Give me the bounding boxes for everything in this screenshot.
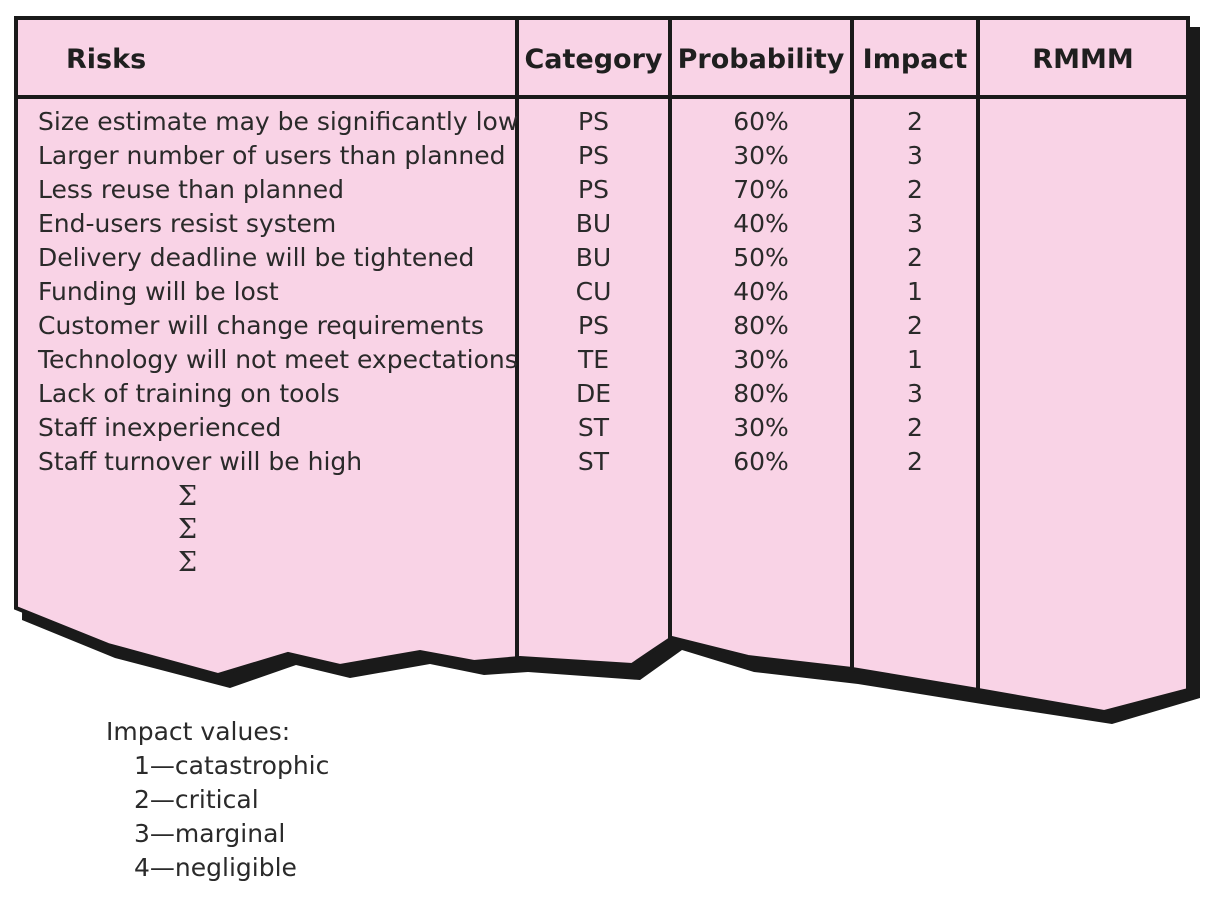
header-probability: Probability: [677, 44, 845, 75]
probability-cell: 80%: [733, 379, 789, 408]
category-cell: PS: [578, 107, 609, 136]
legend-item: 3—marginal: [134, 819, 286, 848]
continuation-mark: Σ: [178, 547, 198, 578]
risk-cell: Customer will change requirements: [38, 311, 484, 340]
probability-cell: 80%: [733, 311, 789, 340]
continuation-mark: Σ: [178, 514, 198, 545]
category-cell: BU: [575, 209, 612, 238]
header-category: Category: [524, 44, 663, 75]
impact-cell: 2: [907, 447, 923, 476]
category-cell: TE: [577, 345, 610, 374]
risk-cell: Delivery deadline will be tightened: [38, 243, 475, 272]
category-cell: ST: [577, 413, 610, 442]
risk-cell: Staff turnover will be high: [38, 447, 363, 476]
legend-title: Impact values:: [106, 717, 291, 746]
impact-cell: 2: [907, 243, 923, 272]
probability-cell: 70%: [733, 175, 789, 204]
probability-cell: 40%: [733, 277, 789, 306]
risk-cell: End-users resist system: [38, 209, 337, 238]
category-cell: PS: [578, 175, 609, 204]
category-cell: PS: [578, 311, 609, 340]
category-cell: ST: [577, 447, 610, 476]
legend-item: 1—catastrophic: [134, 751, 330, 780]
header-risks: Risks: [66, 44, 147, 75]
impact-cell: 2: [907, 413, 923, 442]
risk-cell: Larger number of users than planned: [38, 141, 506, 170]
category-cell: DE: [575, 379, 612, 408]
probability-cell: 50%: [733, 243, 789, 272]
header-impact: Impact: [862, 44, 968, 75]
probability-cell: 40%: [733, 209, 789, 238]
impact-cell: 1: [907, 345, 923, 374]
category-cell: CU: [575, 277, 612, 306]
probability-cell: 30%: [733, 413, 789, 442]
impact-cell: 3: [907, 141, 923, 170]
risk-cell: Less reuse than planned: [38, 175, 345, 204]
impact-cell: 2: [907, 107, 923, 136]
table-sheet: [14, 16, 1190, 715]
header-rmmm: RMMM: [1032, 44, 1134, 75]
risk-cell: Staff inexperienced: [38, 413, 282, 442]
probability-cell: 30%: [733, 345, 789, 374]
impact-cell: 3: [907, 209, 923, 238]
probability-cell: 30%: [733, 141, 789, 170]
impact-cell: 2: [907, 311, 923, 340]
probability-cell: 60%: [733, 447, 789, 476]
continuation-mark: Σ: [178, 481, 198, 512]
legend-item: 4—negligible: [134, 853, 297, 882]
risk-cell: Technology will not meet expectations: [38, 345, 518, 374]
category-cell: BU: [575, 243, 612, 272]
risk-cell: Size estimate may be significantly low: [38, 107, 519, 136]
legend-item: 2—critical: [134, 785, 259, 814]
risk-cell: Funding will be lost: [38, 277, 279, 306]
impact-cell: 2: [907, 175, 923, 204]
impact-cell: 3: [907, 379, 923, 408]
impact-cell: 1: [907, 277, 923, 306]
risk-cell: Lack of training on tools: [38, 379, 340, 408]
category-cell: PS: [578, 141, 609, 170]
probability-cell: 60%: [733, 107, 789, 136]
